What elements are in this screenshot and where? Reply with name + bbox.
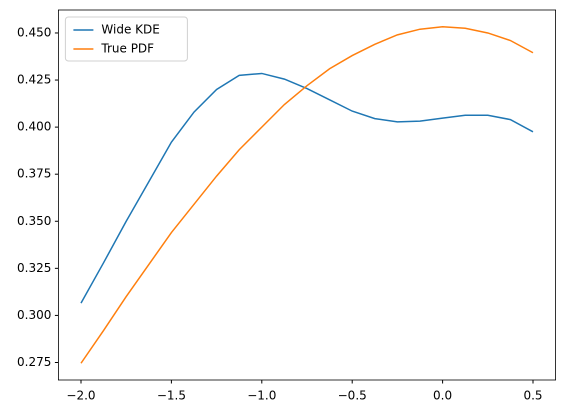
x-tick-label: −0.5 bbox=[338, 389, 367, 403]
y-tick-label: 0.450 bbox=[17, 25, 51, 39]
y-tick-label: 0.375 bbox=[17, 167, 51, 181]
x-tick-label: 0.5 bbox=[523, 389, 542, 403]
x-tick-label: −1.5 bbox=[157, 389, 186, 403]
y-tick-label: 0.400 bbox=[17, 120, 51, 134]
x-tick-label: 0.0 bbox=[433, 389, 452, 403]
y-tick-label: 0.425 bbox=[17, 73, 51, 87]
legend-label: Wide KDE bbox=[101, 23, 159, 37]
x-tick-label: −1.0 bbox=[247, 389, 276, 403]
y-tick-label: 0.300 bbox=[17, 308, 51, 322]
plot-frame bbox=[58, 9, 557, 381]
line-series bbox=[80, 26, 534, 364]
legend-box bbox=[64, 16, 188, 62]
line-series bbox=[80, 72, 534, 304]
legend-label: True PDF bbox=[100, 42, 154, 56]
y-tick-label: 0.275 bbox=[17, 355, 51, 369]
x-tick-label: −2.0 bbox=[66, 389, 95, 403]
y-tick-label: 0.325 bbox=[17, 261, 51, 275]
y-tick-label: 0.350 bbox=[17, 214, 51, 228]
